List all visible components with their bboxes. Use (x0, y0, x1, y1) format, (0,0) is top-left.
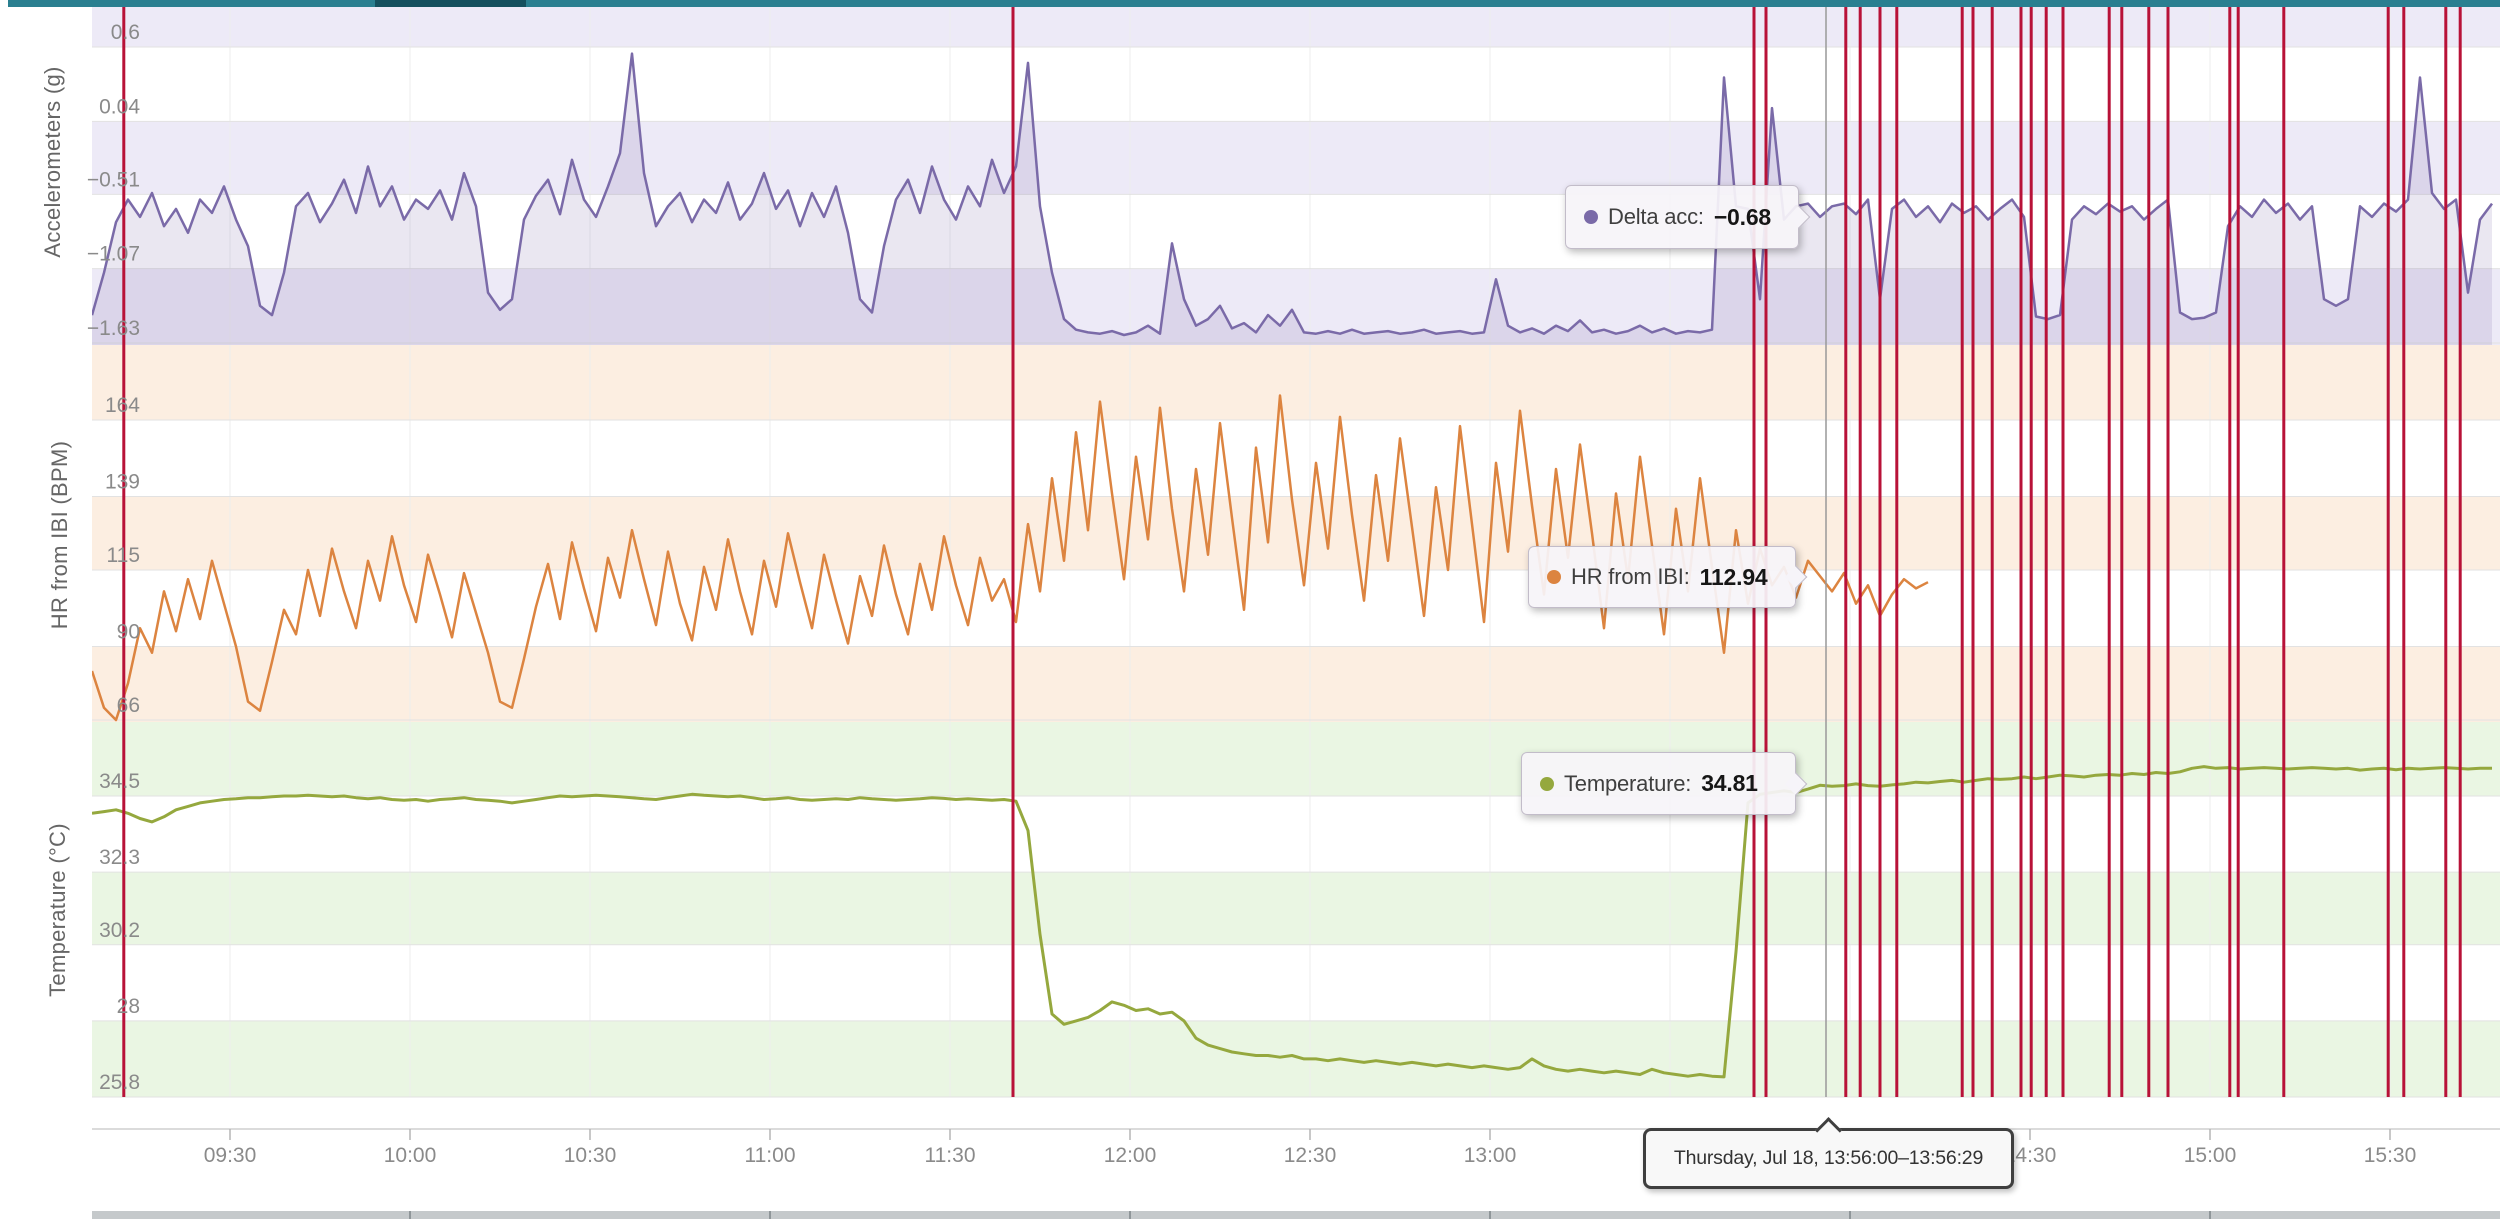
delta-acc-tooltip-value: −0.68 (1713, 203, 1772, 230)
y-axis-label: 30.2 (99, 919, 140, 942)
hr-tooltip-dot (1547, 570, 1561, 584)
y-axis-label: 115 (107, 544, 140, 567)
top-range-scrollbar-thumb[interactable] (375, 0, 526, 7)
x-axis-label: 13:00 (1464, 1144, 1517, 1167)
time-range-tooltip: Thursday, Jul 18, 13:56:00–13:56:29 (1643, 1117, 2014, 1189)
temperature-background-band (92, 872, 2500, 945)
scrollbar-hour-separator (1129, 1211, 1131, 1219)
scrollbar-hour-separator (2209, 1211, 2211, 1219)
y-axis-label: 28 (117, 995, 140, 1018)
y-axis-label: 164 (105, 394, 140, 417)
time-range-tooltip-text: Thursday, Jul 18, 13:56:00–13:56:29 (1673, 1147, 1984, 1169)
y-axis-label: 0.04 (99, 95, 140, 118)
temperature-axis-title: Temperature (°C) (45, 823, 70, 997)
accelerometer-series-area (92, 53, 2492, 345)
temperature-tooltip-label: Temperature: (1564, 770, 1692, 796)
top-range-scrollbar[interactable] (8, 0, 2500, 7)
temperature-background-band (92, 722, 2500, 796)
accelerometer-series-line (92, 52, 2493, 337)
scrollbar-hour-separator (409, 1211, 411, 1219)
y-axis-label: 90 (117, 621, 140, 644)
x-axis-label: 11:00 (745, 1144, 796, 1167)
delta-acc-tooltip: Delta acc: −0.68 (1565, 185, 1811, 249)
delta-acc-tooltip-label: Delta acc: (1608, 204, 1704, 229)
y-axis-label: 25.8 (99, 1071, 140, 1094)
y-axis-label: 34.5 (99, 770, 140, 793)
accelerometer-axis-title: Accelerometers (g) (40, 66, 65, 258)
hr-tooltip-value: 112.94 (1699, 563, 1768, 590)
hr-background-band (92, 646, 2500, 722)
x-axis-label: 15:30 (2364, 1144, 2417, 1167)
hr-background-band (92, 345, 2500, 420)
temperature-background-band (92, 1020, 2500, 1097)
scrollbar-hour-separator (1489, 1211, 1491, 1219)
accelerometer-background-band (92, 7, 2500, 47)
y-axis-label: 32.3 (99, 846, 140, 869)
hr-tooltip-label: HR from IBI: (1571, 564, 1690, 589)
y-axis-label: 0.6 (111, 21, 140, 44)
y-axis-label: −1.63 (87, 317, 140, 340)
y-axis-label: 66 (117, 694, 140, 717)
temperature-series-line (92, 765, 2492, 1079)
x-axis-label: 14:30 (2004, 1144, 2057, 1167)
delta-acc-tooltip-dot (1584, 210, 1598, 224)
hr-axis-title: HR from IBI (BPM) (47, 440, 72, 630)
accelerometer-background-band (92, 268, 2500, 345)
x-axis-label: 12:30 (1284, 1144, 1337, 1167)
x-axis-label: 09:30 (204, 1144, 257, 1167)
accelerometer-background-band (92, 121, 2500, 195)
x-axis-label: 12:00 (1104, 1144, 1157, 1167)
scrollbar-hour-separator (1849, 1211, 1851, 1219)
y-axis-label: −1.07 (87, 243, 140, 266)
temperature-tooltip: Temperature: 34.81 (1521, 752, 1808, 815)
y-axis-label: −0.51 (87, 168, 140, 191)
x-axis-label: 15:00 (2184, 1144, 2237, 1167)
x-axis-label: 10:00 (384, 1144, 437, 1167)
y-axis-label: 139 (105, 471, 140, 494)
hr-tooltip: HR from IBI: 112.94 (1528, 546, 1808, 608)
x-axis-label: 10:30 (564, 1144, 617, 1167)
x-axis-label: 11:30 (925, 1144, 976, 1167)
bottom-scrollbar[interactable] (92, 1211, 2500, 1219)
temperature-tooltip-dot (1540, 776, 1554, 791)
scrollbar-hour-separator (769, 1211, 771, 1219)
hr-series-line (92, 394, 1929, 722)
temperature-tooltip-value: 34.81 (1701, 770, 1758, 796)
